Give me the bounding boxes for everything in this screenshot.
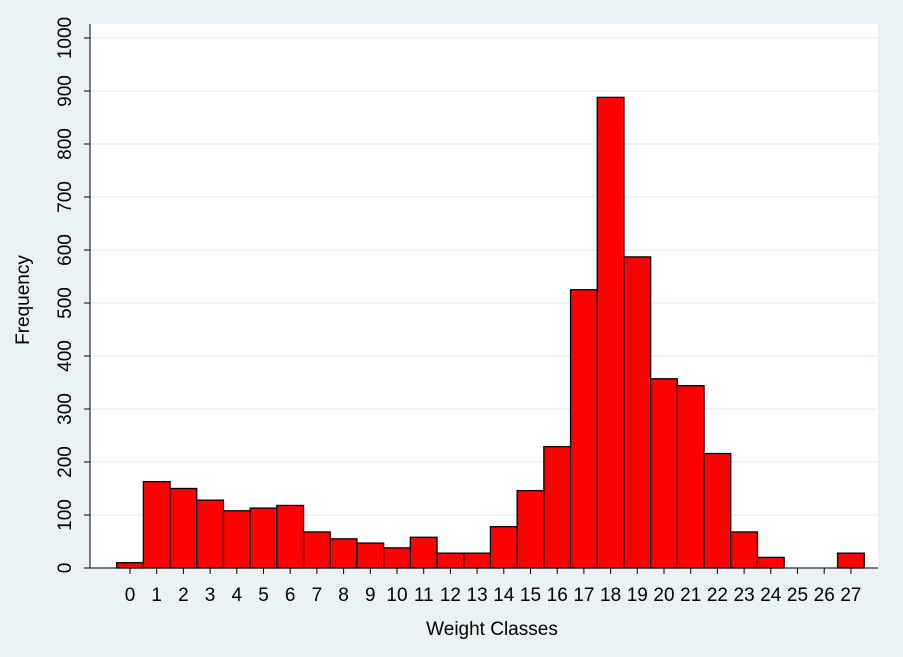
x-tick-label: 3 xyxy=(205,585,216,606)
bar xyxy=(650,378,679,569)
bar xyxy=(623,256,652,569)
x-tick-label: 1 xyxy=(151,585,162,606)
bar xyxy=(222,510,251,569)
y-tick-label: 700 xyxy=(55,181,76,213)
y-tick-label: 900 xyxy=(55,75,76,107)
bar xyxy=(569,289,598,569)
y-tick-label: 500 xyxy=(55,287,76,319)
x-axis-label: Weight Classes xyxy=(426,619,558,640)
bar xyxy=(409,536,438,569)
bar xyxy=(516,489,545,569)
bar xyxy=(329,538,358,569)
x-tick-label: 24 xyxy=(760,585,782,606)
bar xyxy=(169,487,198,569)
x-tick-label: 7 xyxy=(312,585,323,606)
x-tick-label: 8 xyxy=(338,585,349,606)
bar xyxy=(436,552,465,569)
bar xyxy=(276,504,305,569)
y-tick-label: 800 xyxy=(55,128,76,160)
bar xyxy=(703,452,732,569)
bar xyxy=(730,531,759,569)
y-tick-label: 0 xyxy=(55,563,76,574)
x-tick-label: 12 xyxy=(440,585,461,606)
x-tick-label: 2 xyxy=(178,585,189,606)
x-tick-label: 6 xyxy=(285,585,296,606)
bar xyxy=(676,385,705,569)
x-tick-label: 26 xyxy=(814,585,835,606)
bar xyxy=(142,480,171,569)
bar xyxy=(196,499,225,569)
bar xyxy=(596,96,625,569)
x-tick-label: 15 xyxy=(520,585,541,606)
x-tick-label: 0 xyxy=(125,585,136,606)
x-tick-label: 27 xyxy=(840,585,861,606)
y-axis-label: Frequency xyxy=(13,255,34,345)
x-tick-label: 4 xyxy=(232,585,243,606)
x-tick-label: 14 xyxy=(493,585,515,606)
bar xyxy=(756,556,785,569)
y-tick-label: 400 xyxy=(55,340,76,372)
bar xyxy=(382,547,411,569)
bar xyxy=(356,542,385,569)
y-tick-label: 1000 xyxy=(55,17,76,59)
x-tick-label: 19 xyxy=(627,585,648,606)
x-tick-label: 10 xyxy=(386,585,407,606)
x-tick-label: 22 xyxy=(707,585,728,606)
x-tick-label: 11 xyxy=(414,585,434,606)
y-tick-label: 300 xyxy=(55,393,76,425)
x-tick-label: 20 xyxy=(653,585,674,606)
x-tick-label: 16 xyxy=(547,585,568,606)
x-tick-label: 13 xyxy=(467,585,488,606)
x-tick-label: 17 xyxy=(573,585,594,606)
x-tick-label: 25 xyxy=(787,585,808,606)
y-tick-label: 100 xyxy=(55,499,76,531)
bar xyxy=(543,445,572,569)
bar xyxy=(249,507,278,569)
bar xyxy=(489,526,518,569)
x-tick-label: 9 xyxy=(365,585,376,606)
x-tick-label: 23 xyxy=(734,585,755,606)
x-tick-label: 18 xyxy=(600,585,621,606)
bar xyxy=(463,552,492,569)
bar xyxy=(836,552,865,569)
bar xyxy=(302,531,331,569)
plot-area xyxy=(90,24,878,568)
y-tick-label: 600 xyxy=(55,234,76,266)
x-tick-label: 5 xyxy=(258,585,269,606)
x-tick-label: 21 xyxy=(680,585,701,606)
y-tick-label: 200 xyxy=(55,446,76,478)
bar xyxy=(116,562,145,569)
